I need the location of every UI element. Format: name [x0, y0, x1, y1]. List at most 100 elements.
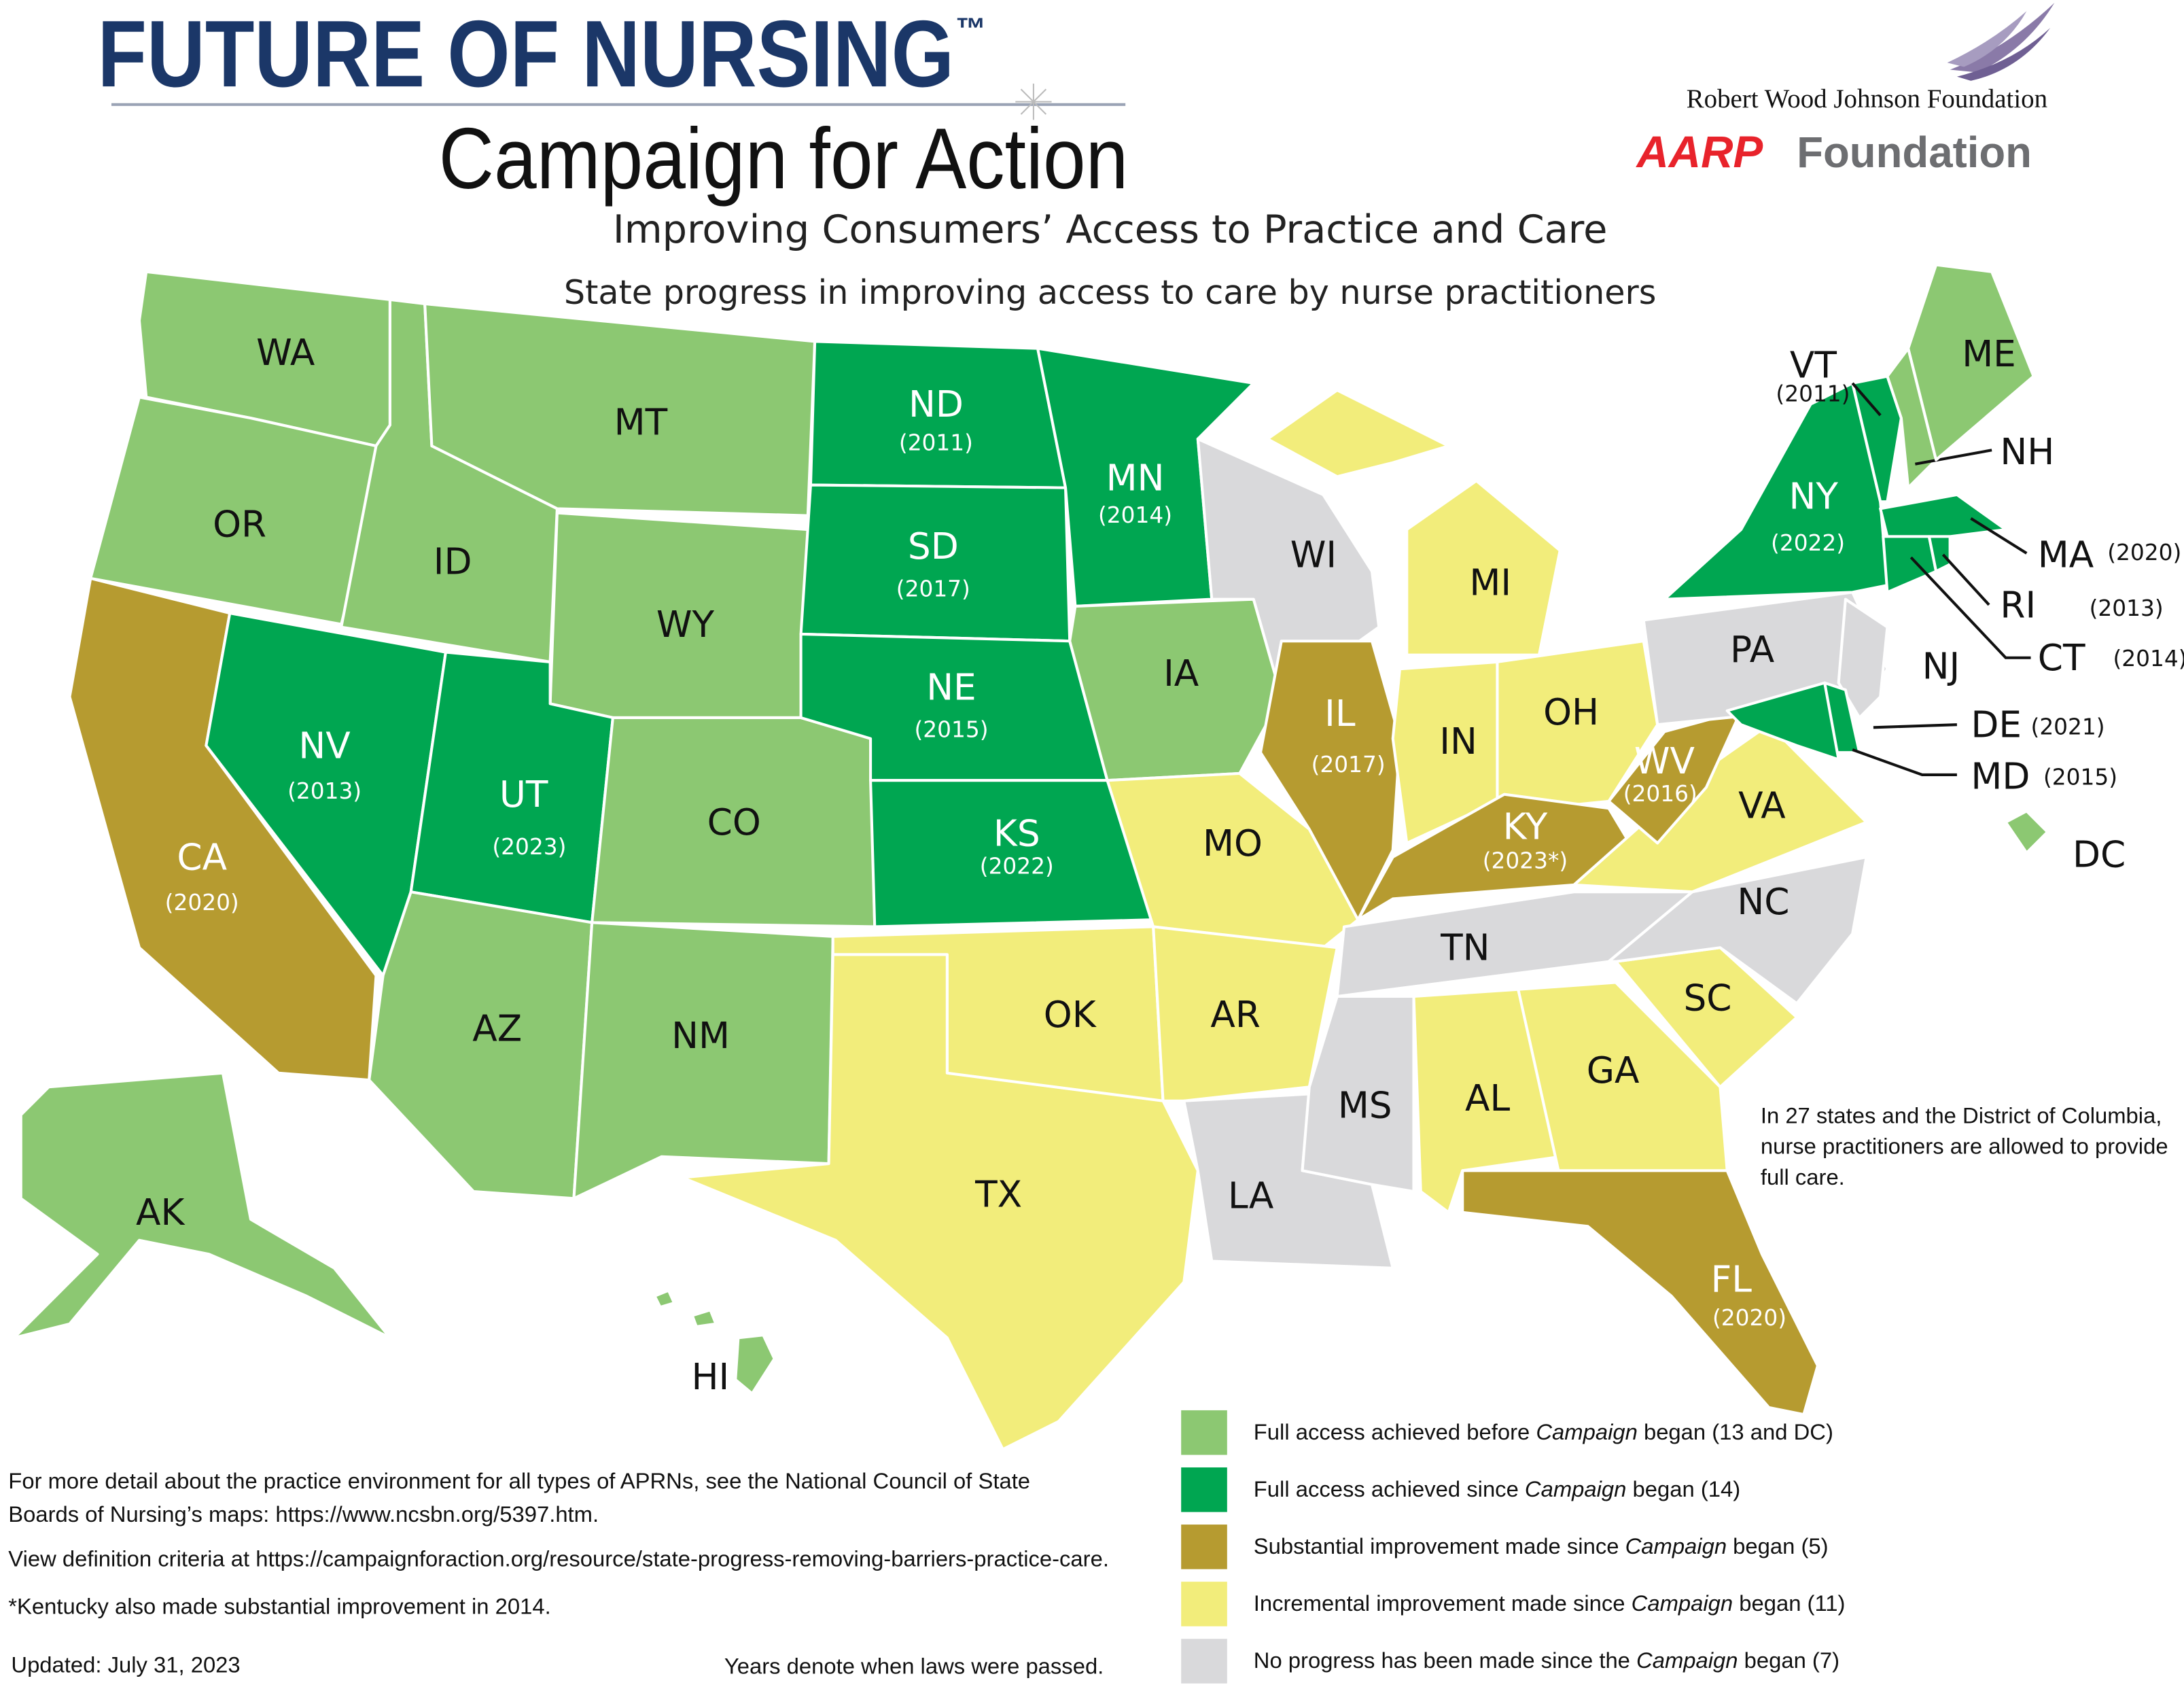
legend-text: Full access achieved since [1254, 1476, 1525, 1501]
state-label: ID [434, 541, 472, 583]
legend-text: Full access achieved before [1254, 1419, 1536, 1444]
state: TX [681, 953, 1199, 1451]
aarp-name: AARP [1635, 127, 1763, 177]
state-year: (2014) [2113, 646, 2184, 672]
note: Boards of Nursing’s maps: https://www.nc… [8, 1501, 599, 1527]
aarp-foundation: Foundation [1797, 128, 2032, 177]
legend-text: began (13 and DC) [1638, 1419, 1833, 1444]
state-year: (2023) [492, 834, 566, 860]
state-label: AK [136, 1191, 186, 1234]
legend-text: Campaign [1525, 1476, 1626, 1501]
us-map: WA OR CA (2020) NV (2013) ID MT WY UT (2023) CO AZ NM… [12, 263, 2184, 1451]
state-year: (2017) [896, 576, 970, 602]
legend-text: Campaign [1632, 1590, 1733, 1616]
state: DC [2004, 809, 2126, 875]
state-label: MI [1469, 561, 1511, 604]
state: LA [1182, 1092, 1394, 1270]
state-year: (2020) [165, 890, 239, 916]
state-shape [1152, 925, 1339, 1102]
state-year: (2013) [2090, 595, 2164, 621]
legend-swatch [1181, 1525, 1227, 1569]
state-shape [1607, 855, 1868, 1005]
state: WA [137, 270, 391, 448]
state-label: MD [1971, 755, 2030, 797]
state-label: TX [974, 1174, 1022, 1216]
state: UT (2023) [409, 650, 614, 924]
state-label: SD [908, 525, 959, 568]
state-year: (2015) [2043, 764, 2117, 790]
state-label: WY [656, 604, 715, 646]
state: WV(2016) [1607, 709, 1743, 845]
state-label: WI [1290, 534, 1337, 576]
state-shape [1851, 375, 1903, 504]
state-label: NY [1789, 475, 1839, 517]
state-label: OH [1543, 691, 1599, 733]
leader-line [1941, 553, 1990, 606]
state-year: (2023*) [1483, 848, 1568, 873]
state-label: UT [499, 773, 548, 816]
state: MS [1301, 994, 1415, 1194]
legend-text: Incremental improvement made since [1254, 1590, 1632, 1616]
state-label: AL [1465, 1077, 1510, 1119]
state-shape [1927, 535, 1952, 573]
state-shape [1663, 381, 1889, 601]
state-label: NE [926, 666, 976, 708]
state-year: (2011) [899, 430, 973, 455]
state-label: RI [2000, 584, 2036, 626]
state-shape [12, 1071, 391, 1340]
state: MT [423, 302, 817, 517]
state-label: ME [1962, 333, 2016, 375]
legend-text: Campaign [1536, 1419, 1637, 1444]
state-label: NH [2000, 431, 2054, 473]
state-label: OK [1044, 994, 1097, 1036]
legend-label: Substantial improvement made since Campa… [1254, 1533, 1829, 1559]
state-label: HI [691, 1356, 729, 1398]
legend-swatch [1181, 1582, 1227, 1626]
state: AZ [368, 890, 594, 1200]
state-label: SC [1683, 977, 1731, 1019]
state-year: (2013) [287, 778, 362, 804]
updated: Updated: July 31, 2023 [11, 1652, 240, 1677]
state-year: (2020) [2107, 540, 2181, 565]
state: IA [1068, 597, 1283, 782]
state-label: VA [1738, 785, 1786, 827]
legend-text: Substantial improvement made since [1254, 1533, 1625, 1559]
state: CO [591, 716, 877, 928]
state-year: (2021) [2031, 714, 2105, 740]
state-label: NV [298, 725, 351, 767]
state-label: MT [614, 402, 668, 444]
state-shape [423, 302, 817, 517]
state-shape [1607, 709, 1743, 845]
state-shape [1907, 263, 2035, 462]
state: MD (2015) [1725, 681, 2117, 797]
note: View definition criteria at https://camp… [8, 1546, 1109, 1571]
state-shape [734, 1334, 776, 1395]
leader-line [1851, 382, 1882, 417]
state-label: NM [671, 1015, 730, 1057]
state-year: (2016) [1623, 781, 1697, 807]
state: RI (2013) [1927, 535, 2164, 626]
state-label: AR [1210, 994, 1260, 1036]
notes: For more detail about the practice envir… [8, 1468, 1109, 1619]
legend-swatch [1181, 1410, 1227, 1455]
state-year: (2022) [1771, 530, 1845, 556]
state-label: OR [213, 503, 266, 545]
state-label: MS [1338, 1084, 1392, 1126]
callout-line: full care. [1761, 1164, 1845, 1189]
state-shape [1879, 493, 2007, 538]
state: GA [1517, 981, 1729, 1179]
state-year: (2014) [1098, 502, 1172, 528]
state: NE (2015) [799, 632, 1109, 782]
rwjf-name: Robert Wood Johnson Foundation [1687, 84, 2047, 114]
legend-text: No progress has been made since the [1254, 1648, 1636, 1673]
state: VT(2011) [1776, 345, 1903, 504]
note: For more detail about the practice envir… [8, 1468, 1030, 1493]
leader-line [1873, 723, 1957, 729]
state-label: MN [1106, 457, 1165, 500]
state-shape [1886, 347, 1938, 489]
state-label: DE [1971, 704, 2022, 746]
state: KS(2022) [869, 779, 1155, 928]
legend-swatch [1181, 1467, 1227, 1512]
state-shape [1725, 681, 1840, 761]
